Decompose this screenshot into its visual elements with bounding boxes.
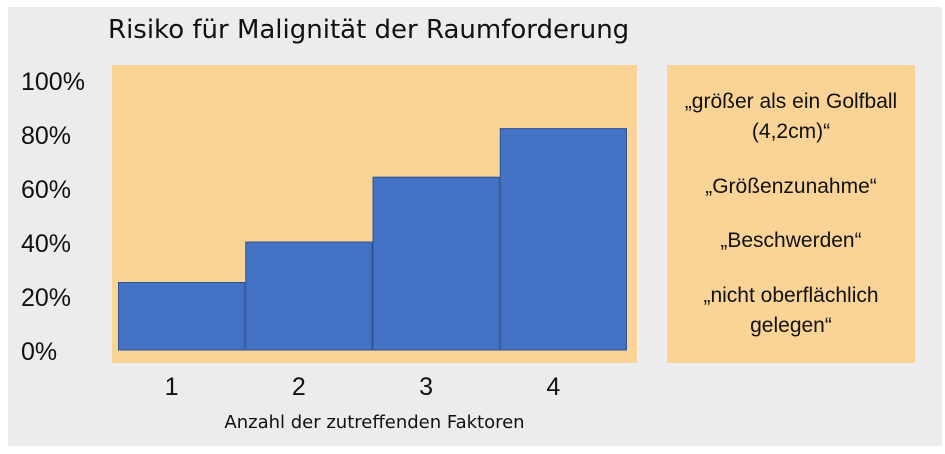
y-tick-label: 100% xyxy=(21,68,85,96)
y-tick-label: 60% xyxy=(21,176,71,204)
bar-3 xyxy=(372,176,500,351)
factor-size-increase: „Größenzunahme“ xyxy=(705,174,877,198)
y-tick-label: 80% xyxy=(21,122,71,150)
bar-2 xyxy=(245,241,373,351)
x-tick-label: 3 xyxy=(419,373,433,401)
y-tick-label: 20% xyxy=(21,284,71,312)
factor-not-superficial: „nicht oberflächlich gelegen“ xyxy=(703,283,879,337)
factor-complaints: „Beschwerden“ xyxy=(720,229,862,253)
x-tick-label: 4 xyxy=(546,373,560,401)
chart-title: Risiko für Malignität der Raumforderung xyxy=(108,15,630,45)
y-tick-label: 40% xyxy=(21,230,71,258)
bar-4 xyxy=(499,128,627,351)
risk-factors-box: „größer als ein Golfball (4,2cm)“ „Größe… xyxy=(667,65,915,363)
y-tick-label: 0% xyxy=(21,338,57,366)
bar-1 xyxy=(118,282,246,351)
x-axis-label: Anzahl der zutreffenden Faktoren xyxy=(224,412,525,433)
x-tick-label: 2 xyxy=(292,373,306,401)
factor-golfball: „größer als ein Golfball (4,2cm)“ xyxy=(684,90,898,144)
x-tick-label: 1 xyxy=(165,373,179,401)
